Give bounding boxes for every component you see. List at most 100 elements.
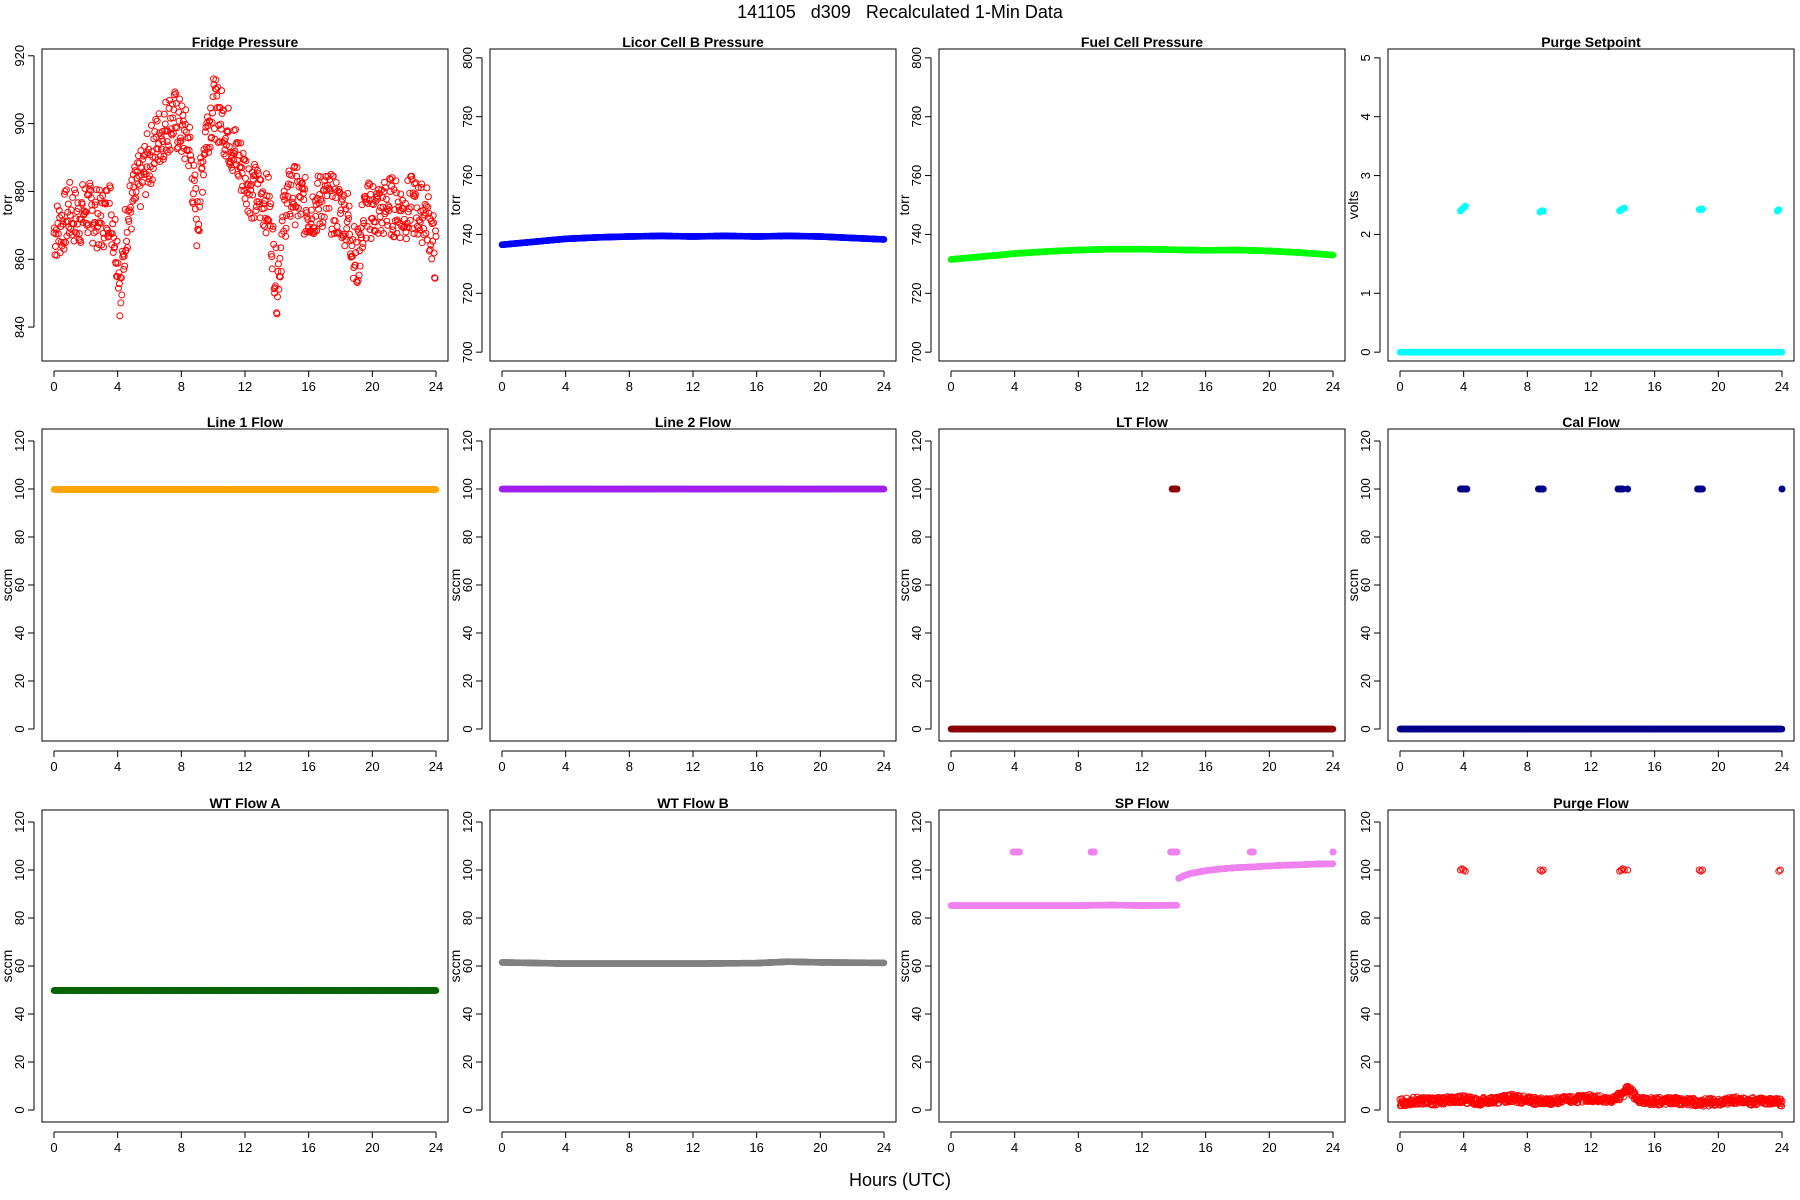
data-point <box>113 237 121 245</box>
data-point <box>301 173 309 181</box>
figure-title: 141105 d309 Recalculated 1-Min Data <box>737 2 1063 22</box>
data-point <box>345 215 353 223</box>
data-point <box>423 236 431 244</box>
data-point <box>210 125 218 133</box>
data-point <box>344 211 352 219</box>
data-point <box>246 182 254 190</box>
data-point <box>173 124 181 132</box>
y-tick-label: 100 <box>12 478 27 500</box>
data-point <box>269 222 277 230</box>
data-point <box>62 186 70 194</box>
data-point <box>162 98 170 106</box>
data-point <box>231 147 239 155</box>
data-point <box>147 180 155 188</box>
data-point <box>208 118 216 126</box>
data-point <box>168 131 176 139</box>
y-tick-label: 4 <box>1358 113 1373 120</box>
data-point <box>213 92 221 100</box>
data-point <box>251 160 259 168</box>
data-point <box>340 191 348 199</box>
data-point <box>299 185 307 193</box>
x-tick-label: 20 <box>365 759 379 774</box>
data-point <box>201 128 209 136</box>
data-point <box>340 201 348 209</box>
x-tick-label: 4 <box>1011 379 1018 394</box>
data-point <box>336 189 344 197</box>
x-tick-label: 16 <box>749 379 763 394</box>
x-tick-label: 20 <box>813 759 827 774</box>
data-point <box>59 217 67 225</box>
data-point <box>86 182 94 190</box>
data-point <box>86 179 94 187</box>
data-point <box>117 299 125 307</box>
data-point <box>309 193 317 201</box>
x-tick-label: 0 <box>947 379 954 394</box>
plot-frame <box>41 428 449 742</box>
data-point <box>429 237 437 245</box>
data-point <box>127 225 135 233</box>
data-point <box>389 223 397 231</box>
data-point <box>175 108 183 116</box>
data-point <box>191 205 199 213</box>
x-tick-label: 24 <box>877 379 891 394</box>
y-tick-label: 0 <box>460 725 475 732</box>
data-point <box>220 150 228 158</box>
data-point <box>265 217 273 225</box>
data-points <box>498 485 888 493</box>
x-tick-label: 20 <box>813 379 827 394</box>
data-point <box>394 218 402 226</box>
data-points <box>1396 202 1786 356</box>
data-point <box>282 224 290 232</box>
data-point <box>328 193 336 201</box>
data-point <box>177 137 185 145</box>
data-point <box>344 189 352 197</box>
y-tick-label: 740 <box>909 224 924 246</box>
x-tick-label: 0 <box>1396 379 1403 394</box>
data-point <box>343 225 351 233</box>
data-point <box>153 117 161 125</box>
data-point <box>196 203 204 211</box>
y-tick-label: 3 <box>1358 172 1373 179</box>
data-point <box>195 227 203 235</box>
data-point <box>318 223 326 231</box>
data-point <box>166 146 174 154</box>
data-point <box>378 219 386 227</box>
data-point <box>264 173 272 181</box>
data-point <box>410 229 418 237</box>
data-point <box>1539 207 1547 215</box>
data-point <box>181 155 189 163</box>
data-point <box>186 123 194 131</box>
data-point <box>123 237 131 245</box>
data-point <box>155 110 163 118</box>
y-tick-label: 80 <box>12 530 27 544</box>
plot-title: Fridge Pressure <box>192 34 299 50</box>
data-point <box>97 219 105 227</box>
data-point <box>273 293 281 301</box>
data-point <box>424 193 432 201</box>
data-point <box>405 205 413 213</box>
plot-frame <box>1387 48 1795 362</box>
data-point <box>225 143 233 151</box>
data-point <box>352 238 360 246</box>
data-point <box>1778 348 1786 356</box>
data-point <box>283 199 291 207</box>
data-point <box>282 232 290 240</box>
data-point <box>134 180 142 188</box>
data-point <box>215 121 223 129</box>
plot-frame <box>938 48 1346 362</box>
data-point <box>366 226 374 234</box>
data-point <box>90 229 98 237</box>
data-point <box>185 146 193 154</box>
data-point <box>98 241 106 249</box>
x-tick-label: 20 <box>1262 379 1276 394</box>
data-point <box>359 217 367 225</box>
data-point <box>330 229 338 237</box>
data-point <box>262 170 270 178</box>
data-point <box>272 244 280 252</box>
data-point <box>354 225 362 233</box>
data-point <box>114 284 122 292</box>
data-point <box>411 190 419 198</box>
plot-title: Purge Setpoint <box>1541 34 1641 50</box>
